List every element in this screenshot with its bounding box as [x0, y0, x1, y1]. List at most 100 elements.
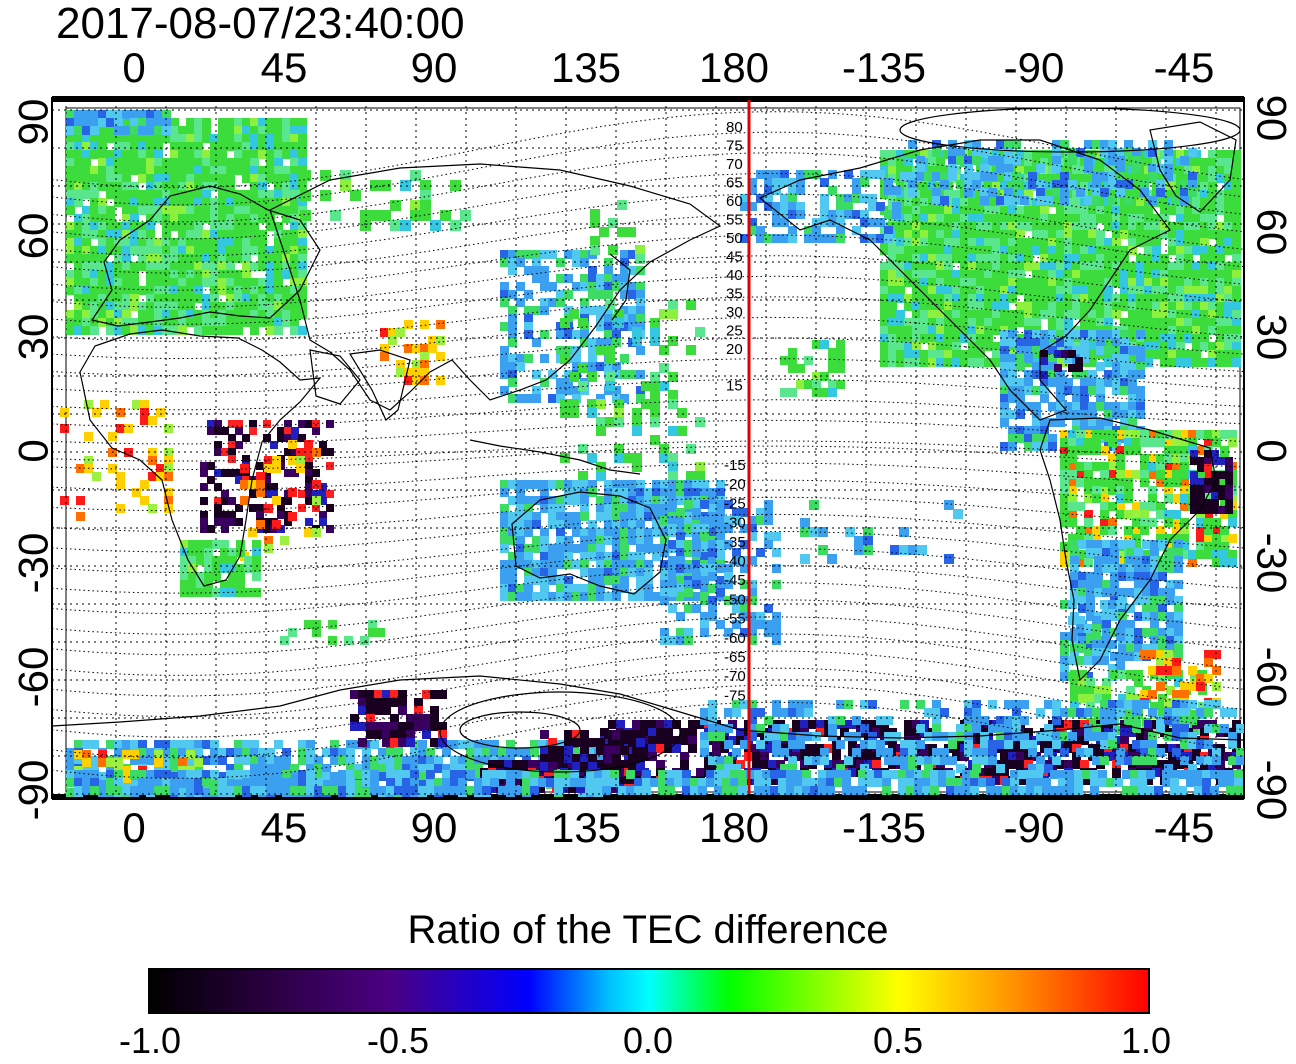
tec-cell	[912, 206, 921, 215]
tec-cell	[194, 238, 203, 247]
tec-cell	[154, 142, 163, 151]
tec-cell	[980, 740, 989, 749]
tec-cell	[1072, 270, 1081, 279]
tec-cell	[992, 302, 1001, 311]
tec-cell	[944, 342, 953, 351]
tec-cell	[724, 740, 733, 749]
tec-cell	[1100, 708, 1109, 717]
tec-cell	[772, 708, 781, 717]
tec-cell	[1166, 548, 1175, 557]
tec-cell	[370, 210, 381, 221]
tec-cell	[572, 346, 581, 355]
tec-cell	[1164, 454, 1173, 463]
tec-cell	[668, 540, 677, 549]
tec-cell	[532, 370, 541, 379]
tec-cell	[604, 480, 613, 489]
tec-cell	[186, 246, 195, 255]
tec-cell	[242, 126, 251, 135]
tec-cell	[820, 372, 829, 381]
tec-cell	[1092, 462, 1101, 471]
tec-cell	[1032, 310, 1041, 319]
tec-cell	[274, 142, 283, 151]
tec-cell	[556, 274, 565, 283]
tec-cell	[272, 520, 281, 529]
tec-cell	[146, 254, 155, 263]
tec-cell	[218, 318, 227, 327]
tec-cell	[756, 170, 765, 179]
tec-cell	[138, 254, 147, 263]
tec-cell	[1136, 410, 1145, 419]
tec-cell	[1160, 358, 1169, 367]
tec-cell	[1088, 254, 1097, 263]
tec-cell	[608, 736, 617, 745]
tec-cell	[138, 326, 147, 335]
tec-cell	[242, 214, 251, 223]
tec-cell	[1216, 158, 1225, 167]
tec-cell	[1072, 720, 1081, 729]
tec-cell	[90, 286, 99, 295]
tec-cell	[1104, 346, 1113, 355]
tec-cell	[1124, 148, 1133, 157]
tec-cell	[532, 386, 541, 395]
tec-cell	[1080, 402, 1089, 411]
tec-cell	[620, 488, 629, 497]
tec-cell	[772, 636, 781, 645]
tec-cell	[668, 588, 677, 597]
tec-cell	[1220, 558, 1229, 567]
tec-cell	[1056, 370, 1065, 379]
tec-cell	[226, 326, 235, 335]
tec-cell	[1092, 616, 1101, 625]
tec-cell	[122, 110, 131, 119]
tec-cell	[154, 174, 163, 183]
tec-cell	[1008, 246, 1017, 255]
tec-cell	[1116, 454, 1125, 463]
tec-cell	[992, 254, 1001, 263]
tec-cell	[968, 230, 977, 239]
tec-cell	[636, 370, 645, 379]
tec-cell	[1048, 254, 1057, 263]
tec-cell	[708, 516, 717, 525]
tec-cell	[282, 190, 291, 199]
tec-cell	[508, 290, 517, 299]
tec-cell	[588, 282, 597, 291]
tec-cell	[263, 476, 271, 484]
tec-cell	[263, 434, 271, 442]
tec-cell	[1084, 672, 1093, 681]
tec-cell	[305, 469, 313, 477]
tec-cell	[226, 278, 235, 287]
tec-cell	[748, 636, 757, 645]
tec-cell	[628, 592, 637, 601]
tec-cell	[1211, 492, 1219, 500]
tec-cell	[1172, 534, 1181, 543]
tec-cell	[620, 314, 629, 323]
tec-cell	[1008, 254, 1017, 263]
tec-cell	[1200, 262, 1209, 271]
tec-cell	[620, 370, 629, 379]
tec-cell	[732, 596, 741, 605]
tec-cell	[952, 270, 961, 279]
tec-cell	[210, 310, 219, 319]
tec-cell	[1112, 370, 1121, 379]
tec-cell	[596, 592, 605, 601]
tec-cell	[1142, 604, 1151, 613]
tec-cell	[1100, 600, 1109, 609]
tec-cell	[154, 126, 163, 135]
tec-cell	[1060, 664, 1069, 673]
tec-cell	[122, 166, 131, 175]
tec-cell	[976, 318, 985, 327]
tec-cell	[1064, 294, 1073, 303]
tec-cell	[1200, 246, 1209, 255]
tec-cell	[1132, 518, 1141, 527]
tec-cell	[1060, 196, 1069, 205]
tec-cell	[904, 728, 913, 737]
tec-cell	[692, 480, 701, 489]
tec-cell	[264, 456, 273, 465]
tec-cell	[162, 118, 171, 127]
tec-cell	[628, 290, 637, 299]
tec-cell	[564, 290, 573, 299]
tec-cell	[1212, 700, 1221, 709]
tec-cell	[207, 427, 215, 435]
tec-cell	[984, 214, 993, 223]
tec-cell	[684, 512, 693, 521]
tec-cell	[1070, 678, 1079, 687]
